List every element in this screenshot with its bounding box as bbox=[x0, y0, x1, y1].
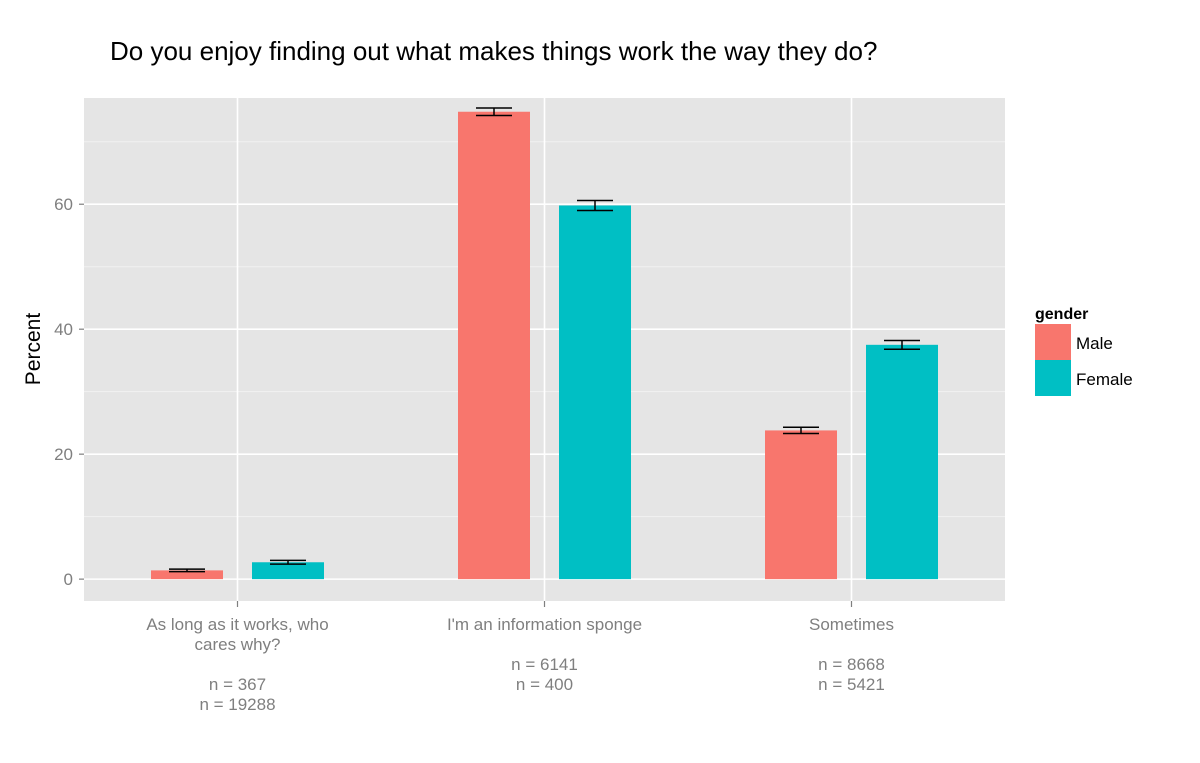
legend-title: gender bbox=[1035, 306, 1088, 323]
x-tick-n-label: n = 19288 bbox=[199, 695, 275, 714]
bar-male bbox=[151, 570, 223, 580]
bar-male bbox=[458, 111, 530, 580]
y-tick-label: 60 bbox=[54, 195, 73, 214]
chart-title: Do you enjoy finding out what makes thin… bbox=[110, 36, 877, 66]
x-tick-n-label: n = 400 bbox=[516, 675, 573, 694]
x-tick-label: I'm an information sponge bbox=[447, 615, 642, 634]
bar-female bbox=[559, 205, 631, 580]
x-tick-label: Sometimes bbox=[809, 615, 894, 634]
y-tick-label: 20 bbox=[54, 445, 73, 464]
bar-female bbox=[866, 344, 938, 580]
y-tick-label: 40 bbox=[54, 320, 73, 339]
y-axis-label: Percent bbox=[22, 313, 45, 386]
legend-key-male bbox=[1035, 324, 1071, 360]
bar-female bbox=[252, 562, 324, 580]
legend-key-female bbox=[1035, 360, 1071, 396]
bar-male bbox=[765, 430, 837, 580]
legend: gender Male Female bbox=[1035, 306, 1133, 396]
x-tick-n-label: n = 367 bbox=[209, 675, 266, 694]
legend-label-male: Male bbox=[1076, 334, 1113, 353]
y-tick-label: 0 bbox=[64, 570, 73, 589]
legend-label-female: Female bbox=[1076, 370, 1133, 389]
x-tick-label: As long as it works, who bbox=[146, 615, 328, 634]
x-tick-n-label: n = 8668 bbox=[818, 655, 885, 674]
x-tick-label: cares why? bbox=[195, 635, 281, 654]
x-tick-n-label: n = 5421 bbox=[818, 675, 885, 694]
x-tick-n-label: n = 6141 bbox=[511, 655, 578, 674]
